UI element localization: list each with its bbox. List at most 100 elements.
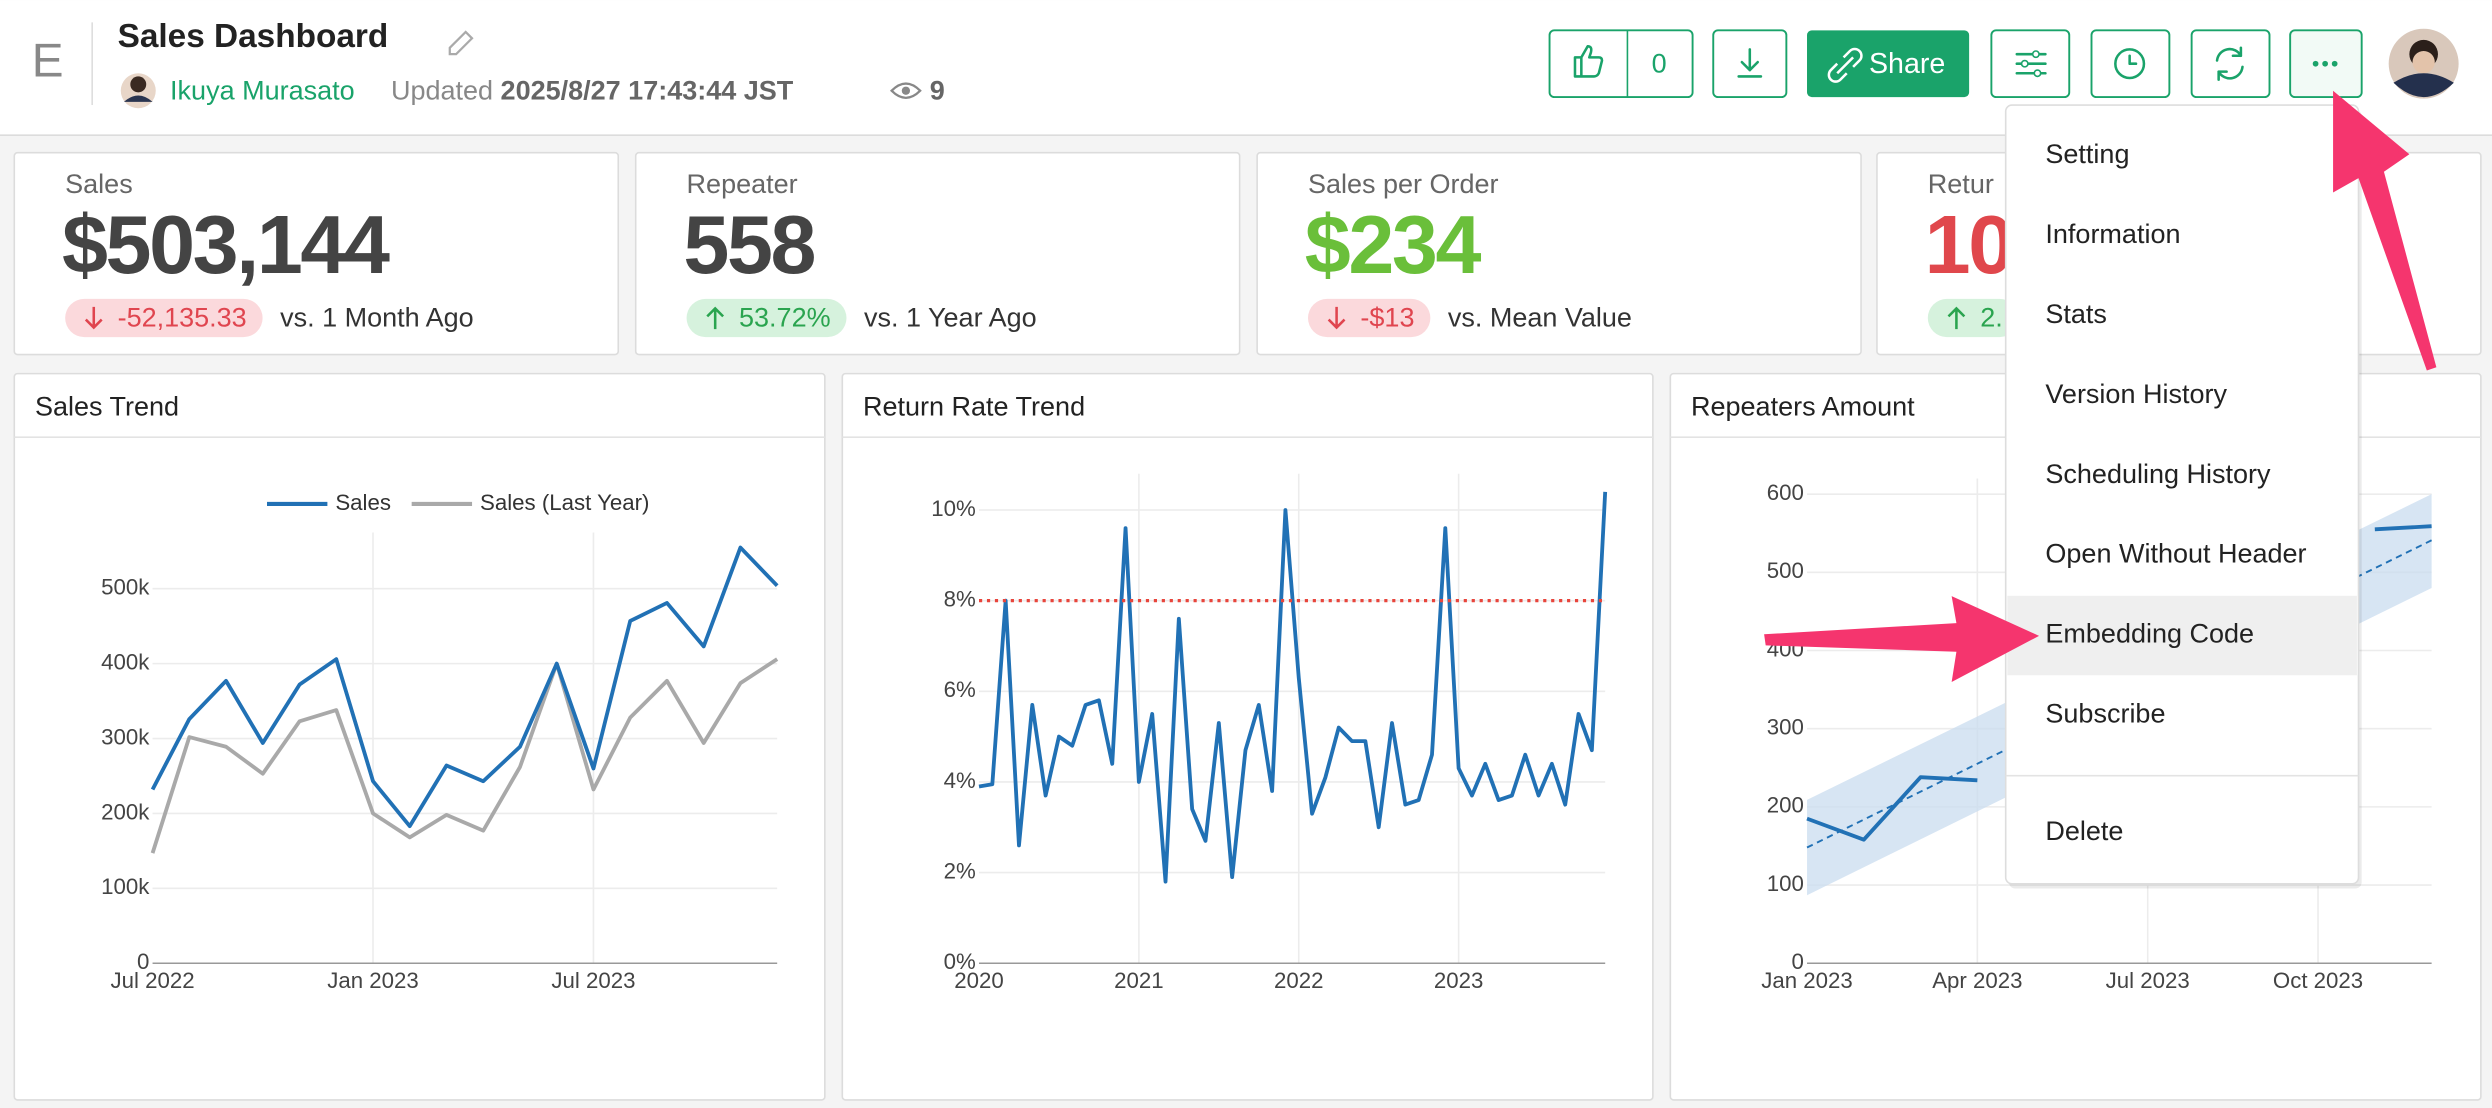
updated-label: Updated bbox=[391, 75, 493, 105]
menu-item[interactable]: Scheduling History bbox=[2045, 459, 2271, 489]
x-tick-label: 2020 bbox=[954, 968, 1004, 993]
download-button[interactable] bbox=[1712, 29, 1788, 99]
chart-title: Return Rate Trend bbox=[863, 392, 1085, 422]
menu-item[interactable]: Information bbox=[2045, 219, 2180, 249]
kpi-change: -$13 bbox=[1360, 303, 1414, 333]
like-count[interactable]: 0 bbox=[1652, 48, 1667, 78]
y-tick-label: 6% bbox=[944, 677, 976, 702]
line-series bbox=[1806, 524, 2432, 842]
kpi-compare: vs. Mean Value bbox=[1448, 303, 1632, 333]
author-avatar[interactable] bbox=[120, 73, 156, 109]
kpi-row: Sales$503,144 -52,135.33 vs. 1 Month Ago Re… bbox=[13, 151, 2482, 356]
history-button[interactable] bbox=[2090, 29, 2171, 99]
kpi-trend-arrow bbox=[1327, 306, 1346, 330]
x-tick-label: Jul 2023 bbox=[551, 968, 635, 993]
kpi-card: Sales per Order$234 -$13 vs. Mean Value bbox=[1256, 151, 1862, 356]
arrow-more bbox=[2333, 90, 2437, 371]
kpi-value: 10 bbox=[1925, 198, 2012, 291]
kpi-card: Sales$503,144 -52,135.33 vs. 1 Month Ago bbox=[13, 151, 620, 356]
x-tick-label: 2022 bbox=[1274, 968, 1323, 993]
share-button[interactable] bbox=[1807, 30, 1970, 98]
y-tick-label: 600 bbox=[1767, 480, 1804, 505]
updated-text: Updated 2025/8/27 17:43:44 JST bbox=[391, 75, 794, 105]
kpi-value: 558 bbox=[683, 198, 814, 291]
updated-time: 2025/8/27 17:43:44 JST bbox=[501, 75, 794, 105]
kpi-label: Retur bbox=[1928, 169, 1994, 199]
like-button[interactable] bbox=[1548, 29, 1694, 99]
chart-card: Sales Trend 0 100k 200k 300k 400k 500k Jul 2022… bbox=[13, 372, 826, 1101]
kpi-compare: vs. 1 Month Ago bbox=[280, 303, 474, 333]
y-tick-label: 0 bbox=[1791, 949, 1803, 974]
x-tick-label: Oct 2023 bbox=[2273, 968, 2363, 993]
kpi-trend-arrow bbox=[706, 306, 725, 330]
edit-icon[interactable] bbox=[448, 30, 474, 56]
menu-item[interactable]: Delete bbox=[2045, 816, 2123, 846]
legend-label[interactable]: Sales (Last Year) bbox=[480, 490, 649, 515]
y-tick-label: 100k bbox=[101, 874, 150, 899]
legend-label[interactable]: Sales bbox=[335, 490, 391, 515]
kpi-trend-arrow bbox=[84, 306, 103, 330]
kpi-change: 53.72% bbox=[739, 303, 831, 333]
line-series bbox=[978, 491, 1608, 884]
x-tick-label: 2023 bbox=[1434, 968, 1484, 993]
menu-item[interactable]: Setting bbox=[2045, 139, 2129, 169]
y-tick-label: 100 bbox=[1767, 871, 1804, 896]
y-tick-label: 8% bbox=[944, 587, 976, 612]
line-series bbox=[150, 545, 779, 829]
kpi-value: $503,144 bbox=[62, 198, 390, 291]
kpi-badge bbox=[686, 298, 847, 338]
menu-item[interactable]: Subscribe bbox=[2045, 699, 2165, 729]
line-series bbox=[150, 657, 779, 854]
views-icon bbox=[890, 82, 922, 99]
x-tick-label: Apr 2023 bbox=[1932, 968, 2022, 993]
views-count: 9 bbox=[930, 75, 945, 105]
kpi-change: -52,135.33 bbox=[118, 303, 247, 333]
arrow-embedding bbox=[1764, 596, 2040, 682]
refresh-button[interactable] bbox=[2190, 29, 2271, 99]
header: E Sales Dashboard Ikuya Murasato Updated… bbox=[0, 0, 2492, 137]
menu-items: Setting Information Stats Version History Sc… bbox=[2005, 139, 2359, 846]
user-avatar[interactable] bbox=[2388, 28, 2459, 99]
y-tick-label: 0 bbox=[137, 949, 149, 974]
kpi-badge bbox=[65, 298, 263, 338]
author-link[interactable]: Ikuya Murasato bbox=[170, 75, 355, 105]
kpi-change: 2. bbox=[1980, 303, 2003, 333]
filter-button[interactable] bbox=[1990, 29, 2071, 99]
kpi-trend-arrow bbox=[1947, 306, 1966, 330]
x-tick-label: 2021 bbox=[1114, 968, 1164, 993]
chart-card-bg bbox=[13, 372, 826, 1101]
logo[interactable]: E bbox=[32, 34, 64, 87]
kpi-badge bbox=[1307, 298, 1431, 338]
dashboard-title: Sales Dashboard bbox=[118, 18, 389, 55]
x-tick-label: Jan 2023 bbox=[1761, 968, 1853, 993]
y-tick-label: 200 bbox=[1767, 793, 1804, 818]
kpi-label: Sales per Order bbox=[1308, 169, 1499, 199]
share-label[interactable]: Share bbox=[1869, 48, 1945, 80]
y-tick-label: 10% bbox=[931, 496, 976, 521]
annotation-arrows bbox=[1764, 90, 2437, 682]
y-tick-label: 2% bbox=[944, 858, 976, 883]
menu-item-highlight bbox=[2007, 595, 2357, 676]
kpi-compare: vs. 1 Year Ago bbox=[864, 303, 1037, 333]
y-tick-label: 500 bbox=[1767, 558, 1804, 583]
kpi-badge bbox=[1927, 298, 2019, 338]
menu-item[interactable]: Version History bbox=[2045, 379, 2227, 409]
y-tick-label: 200k bbox=[101, 799, 150, 824]
kpi-label: Sales bbox=[65, 169, 133, 199]
menu-item[interactable]: Open Without Header bbox=[2045, 539, 2306, 569]
y-tick-label: 400k bbox=[101, 650, 150, 675]
chart-row: Sales Trend 0 100k 200k 300k 400k 500k Jul 2022… bbox=[13, 372, 2482, 1101]
more-button[interactable] bbox=[2289, 29, 2363, 99]
menu-item[interactable]: Embedding Code bbox=[2045, 619, 2254, 649]
y-tick-label: 300k bbox=[101, 724, 150, 749]
menu-item[interactable]: Stats bbox=[2045, 299, 2107, 329]
chart-title: Sales Trend bbox=[35, 392, 179, 422]
y-tick-label: 500k bbox=[101, 575, 150, 600]
dropdown-menu: Setting Information Stats Version History Sc… bbox=[2004, 104, 2362, 889]
x-tick-label: Jul 2023 bbox=[2106, 968, 2190, 993]
y-tick-label: 300 bbox=[1767, 715, 1804, 740]
chart-card: Return Rate Trend 0% 2% 4% 6% 8% 10% 2020 2021 20… bbox=[841, 372, 1654, 1101]
menu-panel bbox=[2004, 104, 2360, 885]
